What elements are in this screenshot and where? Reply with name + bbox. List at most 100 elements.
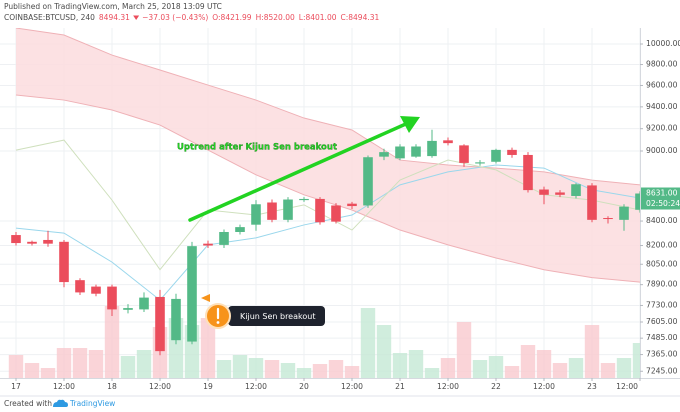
candle-body (59, 241, 69, 283)
volume-bar (232, 355, 248, 378)
volume-bar (312, 364, 328, 378)
ohlc: −37.03 (−0.43%) O:8421.99 H:8520.00 L:8401.… (142, 13, 379, 22)
high: H:8520.00 (256, 13, 295, 22)
volume-bar (88, 350, 104, 378)
y-tick-label: 9200.00 (646, 124, 678, 133)
cloud-lower-line (15, 94, 640, 283)
y-tick-label: 7730.00 (646, 300, 678, 309)
change: −37.03 (−0.43%) (142, 13, 208, 22)
volume-bar (136, 350, 152, 378)
breakout-label-box (228, 306, 325, 326)
published-note: Published on TradingView.com, March 25, … (4, 2, 222, 11)
x-tick-label: 12:00 (149, 382, 171, 391)
candle-body (155, 296, 165, 352)
x-tick-label: 12:00 (341, 382, 363, 391)
candle-body (459, 145, 469, 163)
candle-body (235, 227, 245, 232)
volume-bar (504, 366, 520, 378)
last-price: 8494.31 (99, 13, 130, 22)
candle-body (267, 202, 277, 220)
candle-body (75, 280, 85, 293)
candle-body (379, 152, 389, 157)
candle-body (523, 154, 533, 191)
volume-bar (440, 358, 456, 378)
candle-body (619, 206, 629, 220)
cloud-upper-line (15, 28, 640, 186)
candle-body (251, 204, 261, 225)
volume-bar (24, 363, 40, 378)
volume-bar (520, 345, 536, 378)
candle-body (587, 185, 597, 220)
volume-bar (248, 358, 264, 378)
candle-body (347, 203, 357, 207)
volume-bar (328, 360, 344, 378)
y-tick-label: 7890.00 (646, 280, 678, 289)
candle-body (411, 146, 421, 157)
candle-body (539, 189, 549, 195)
y-tick-label: 9600.00 (646, 80, 678, 89)
volume-bar (376, 325, 392, 378)
volume-bar (264, 360, 280, 378)
close: C:8494.31 (341, 13, 380, 22)
volume-bar (632, 343, 640, 378)
volume-bar (408, 350, 424, 378)
x-tick-label: 17 (11, 382, 21, 391)
x-tick-label: 19 (203, 382, 213, 391)
plot-layer: Uptrend after Kijun Sen breakout Kijun Se… (0, 28, 640, 378)
y-tick-label: 7245.00 (646, 366, 678, 375)
brand-logo (53, 399, 68, 407)
y-tick-label: 9800.00 (646, 60, 678, 69)
volume-bar (600, 363, 616, 378)
volume-bar (280, 363, 296, 378)
down-arrow (133, 15, 140, 20)
low: L:8401.00 (299, 13, 337, 22)
candle-body (491, 149, 501, 162)
candle-body (283, 199, 293, 220)
countdown: 02:50:24 (646, 199, 680, 208)
candle-body (571, 184, 581, 196)
candle-body (187, 246, 197, 342)
x-tick-label: 12:00 (437, 382, 459, 391)
candle-body (315, 198, 325, 223)
y-tick-label: 7485.00 (646, 333, 678, 342)
candle-body (43, 239, 53, 244)
candle-body (427, 140, 437, 157)
logo-cloud (53, 399, 68, 407)
candle-body (123, 308, 133, 310)
candle-body (395, 146, 405, 159)
x-tick-label: 12:00 (533, 382, 555, 391)
trend-arrow-head (400, 116, 420, 133)
breakout-pointer (201, 294, 210, 302)
breakout-icon-dot (216, 321, 220, 324)
symbol: COINBASE:BTCUSD, 240 8494.31 (4, 13, 130, 22)
candle-body (603, 218, 613, 220)
volume-bar (536, 350, 552, 378)
candle-body (27, 241, 37, 244)
trend-arrow-shaft (188, 121, 410, 222)
candle-body (635, 193, 640, 210)
y-tick-label: 10000.00 (646, 39, 680, 48)
candle-body (555, 192, 565, 195)
candle-body (443, 140, 453, 144)
candle-body (219, 231, 229, 245)
candle-body (91, 286, 101, 294)
x-tick-label: 22 (491, 382, 501, 391)
candle-body (171, 298, 181, 341)
candle-body (107, 286, 117, 310)
price-label: 8631.00 (646, 189, 678, 198)
x-tick-label: 12:00 (245, 382, 267, 391)
price-label-box (641, 187, 680, 199)
y-tick-label: 8050.00 (646, 259, 678, 268)
candle-body (11, 235, 21, 244)
y-tick-label: 7605.00 (646, 317, 678, 326)
x-tick-label: 12:00 (616, 382, 638, 391)
volume-bar (216, 360, 232, 378)
x-tick-label: 18 (107, 382, 117, 391)
volume-bar (344, 366, 360, 378)
volume-bar (72, 348, 88, 378)
volume-bar (40, 368, 56, 378)
countdown-box (641, 198, 680, 210)
candle-body (203, 243, 213, 246)
